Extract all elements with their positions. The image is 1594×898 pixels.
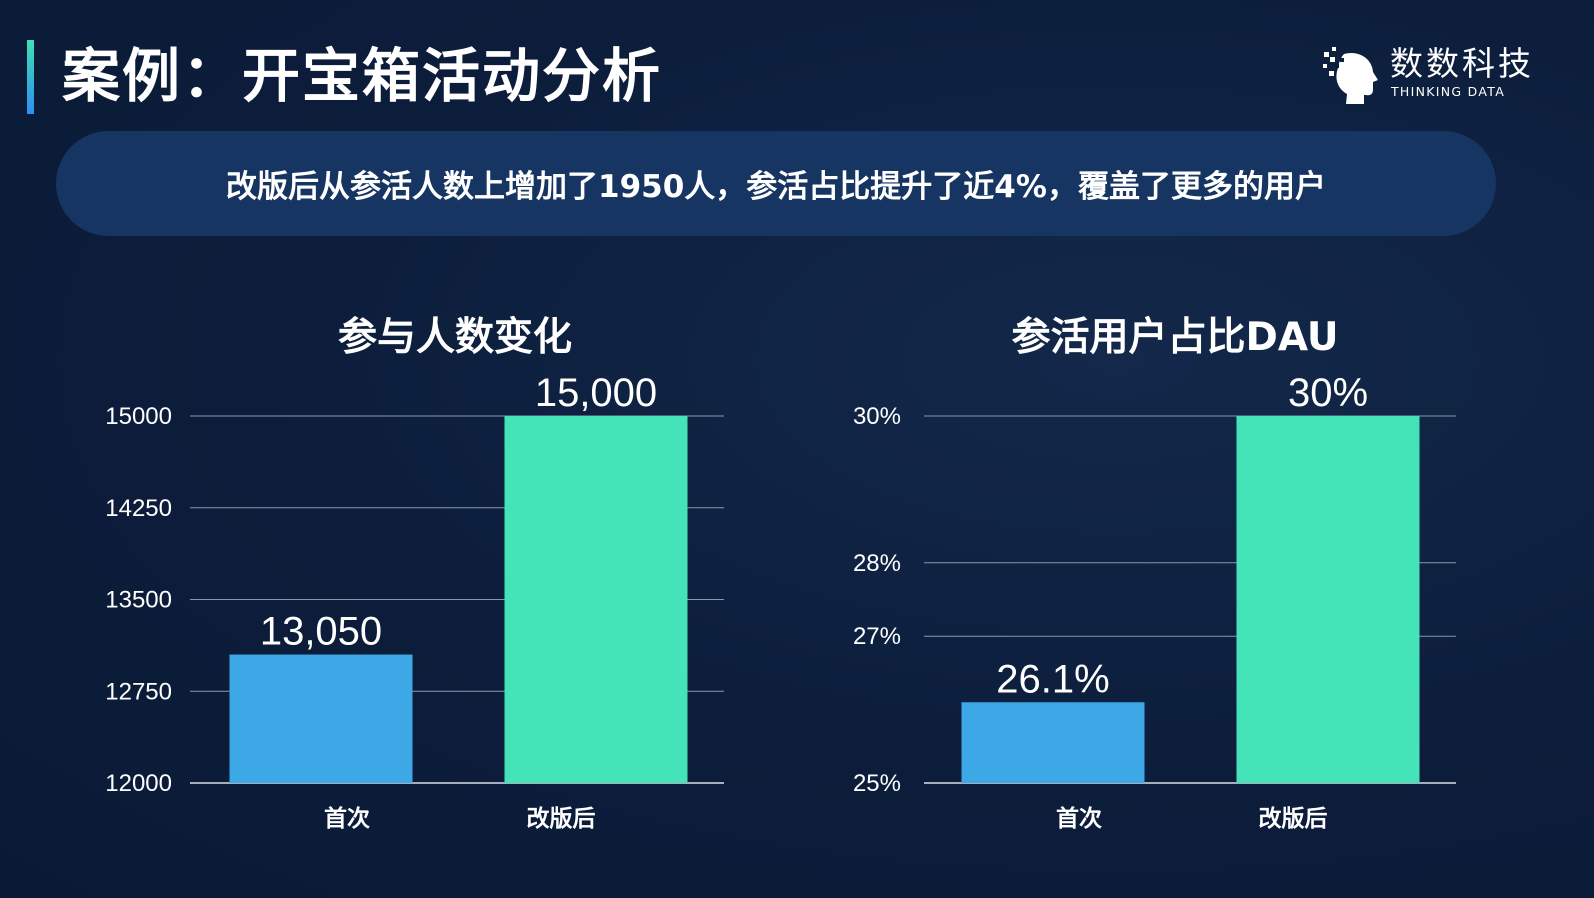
chart-2-bar [1236, 416, 1420, 783]
chart-2-data-label: 30% [1288, 371, 1368, 415]
chart-1-category-label: 首次 [324, 805, 370, 832]
chart-2-bar [961, 702, 1145, 783]
chart-2-ytick-label: 28% [853, 550, 901, 577]
chart-1-ytick-label: 15000 [105, 403, 172, 430]
chart-1-bar [229, 654, 413, 783]
chart-1-ytick-label: 12000 [105, 770, 172, 797]
chart-2-title: 参活用户占比DAU [1011, 315, 1339, 360]
chart-1-ytick-label: 13500 [105, 587, 172, 614]
chart-2-ytick-label: 30% [853, 403, 901, 430]
head-network-icon [1323, 47, 1378, 104]
chart-1-ytick-label: 12750 [105, 678, 172, 705]
chart-2-category-label: 改版后 [1259, 805, 1328, 832]
chart-2-data-label: 26.1% [996, 657, 1109, 701]
chart-2-ytick-label: 25% [853, 770, 901, 797]
chart-1-title: 参与人数变化 [337, 315, 572, 360]
logo-english-text: THINKING DATA [1391, 84, 1506, 99]
chart-1-data-label: 15,000 [535, 371, 657, 415]
logo-chinese-text: 数数科技 [1390, 44, 1534, 83]
chart-2-ytick-label: 27% [853, 623, 901, 650]
chart-1-data-label: 13,050 [260, 610, 382, 654]
chart-1-bar [504, 416, 688, 783]
title-accent-bar [27, 40, 34, 114]
company-logo: 数数科技 THINKING DATA [1320, 40, 1550, 110]
chart-2-category-label: 首次 [1056, 805, 1102, 832]
chart-1-ytick-label: 14250 [105, 495, 172, 522]
summary-banner: 改版后从参活人数上增加了1950人，参活占比提升了近4%，覆盖了更多的用户 [56, 131, 1496, 236]
page-title: 案例：开宝箱活动分析 [62, 42, 663, 110]
chart-1-category-label: 改版后 [527, 805, 596, 832]
